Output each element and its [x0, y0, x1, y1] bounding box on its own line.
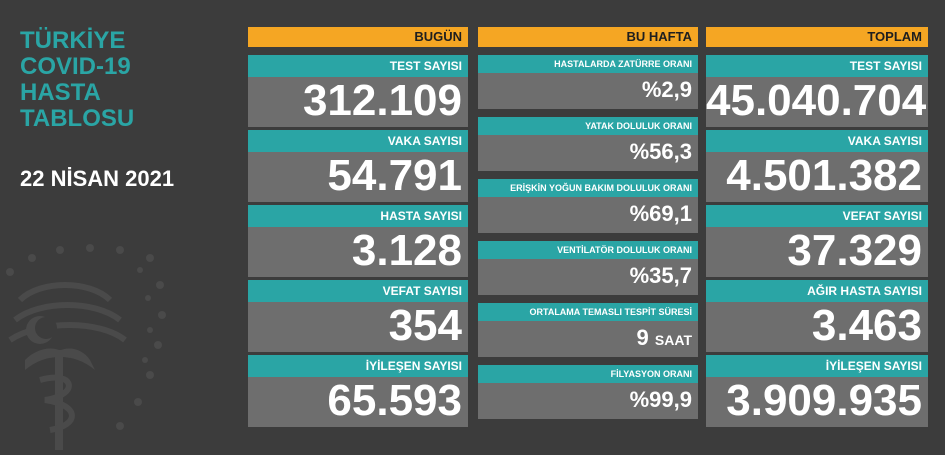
title-line-4: TABLOSU: [20, 105, 135, 132]
today-test-card: TEST SAYISI 312.109: [248, 55, 468, 127]
week-pneumonia-label: HASTALARDA ZATÜRRE ORANI: [478, 55, 698, 73]
total-death-value: 37.329: [787, 226, 922, 275]
week-icu-card: ERİŞKİN YOĞUN BAKIM DOLULUK ORANI %69,1: [478, 179, 698, 233]
week-icu-value: %69,1: [629, 201, 692, 226]
today-death-card: VEFAT SAYISI 354: [248, 280, 468, 352]
week-filiation-card: FİLYASYON ORANI %99,9: [478, 365, 698, 419]
week-ventilator-card: VENTİLATÖR DOLULUK ORANI %35,7: [478, 241, 698, 295]
week-contact-unit: SAAT: [654, 332, 692, 348]
today-patient-label: HASTA SAYISI: [248, 205, 468, 227]
ministry-of-health-emblem-icon: [6, 244, 166, 450]
today-column: BUGÜN TEST SAYISI 312.109 VAKA SAYISI 54…: [248, 27, 468, 427]
title-line-3: HASTA: [20, 79, 101, 106]
today-recovered-label: İYİLEŞEN SAYISI: [248, 355, 468, 377]
week-ventilator-label: VENTİLATÖR DOLULUK ORANI: [478, 241, 698, 259]
today-death-label: VEFAT SAYISI: [248, 280, 468, 302]
today-case-label: VAKA SAYISI: [248, 130, 468, 152]
today-header: BUGÜN: [248, 27, 468, 47]
week-bed-value: %56,3: [629, 139, 692, 164]
total-test-label: TEST SAYISI: [706, 55, 928, 77]
total-recovered-label: İYİLEŞEN SAYISI: [706, 355, 928, 377]
week-ventilator-value: %35,7: [629, 263, 692, 288]
total-critical-card: AĞIR HASTA SAYISI 3.463: [706, 280, 928, 352]
total-recovered-card: İYİLEŞEN SAYISI 3.909.935: [706, 355, 928, 427]
week-column: BU HAFTA HASTALARDA ZATÜRRE ORANI %2,9 Y…: [478, 27, 698, 419]
report-date: 22 NİSAN 2021: [20, 166, 175, 191]
today-patient-value: 3.128: [351, 226, 462, 275]
today-test-value: 312.109: [302, 76, 462, 125]
week-pneumonia-card: HASTALARDA ZATÜRRE ORANI %2,9: [478, 55, 698, 109]
week-bed-card: YATAK DOLULUK ORANI %56,3: [478, 117, 698, 171]
title-line-2: COVID-19: [20, 53, 131, 80]
total-critical-label: AĞIR HASTA SAYISI: [706, 280, 928, 302]
total-recovered-value: 3.909.935: [726, 376, 922, 425]
title-line-1: TÜRKİYE: [20, 27, 126, 54]
today-patient-card: HASTA SAYISI 3.128: [248, 205, 468, 277]
total-test-card: TEST SAYISI 45.040.704: [706, 55, 928, 127]
week-filiation-label: FİLYASYON ORANI: [478, 365, 698, 383]
page-title: TÜRKİYE COVID-19 HASTA TABLOSU: [20, 28, 134, 132]
today-recovered-value: 65.593: [327, 376, 462, 425]
total-test-value: 45.040.704: [706, 76, 927, 125]
total-death-card: VEFAT SAYISI 37.329: [706, 205, 928, 277]
week-header: BU HAFTA: [478, 27, 698, 47]
total-critical-value: 3.463: [811, 301, 922, 350]
week-contact-card: ORTALAMA TEMASLI TESPİT SÜRESİ 9 SAAT: [478, 303, 698, 357]
week-contact-label: ORTALAMA TEMASLI TESPİT SÜRESİ: [478, 303, 698, 321]
today-case-card: VAKA SAYISI 54.791: [248, 130, 468, 202]
today-case-value: 54.791: [327, 151, 462, 200]
total-case-value: 4.501.382: [726, 151, 922, 200]
total-death-label: VEFAT SAYISI: [706, 205, 928, 227]
week-contact-value: 9 SAAT: [478, 321, 698, 357]
week-contact-number: 9: [636, 325, 649, 350]
total-case-label: VAKA SAYISI: [706, 130, 928, 152]
today-test-label: TEST SAYISI: [248, 55, 468, 77]
today-recovered-card: İYİLEŞEN SAYISI 65.593: [248, 355, 468, 427]
today-death-value: 354: [388, 301, 462, 350]
total-case-card: VAKA SAYISI 4.501.382: [706, 130, 928, 202]
week-icu-label: ERİŞKİN YOĞUN BAKIM DOLULUK ORANI: [478, 179, 698, 197]
week-bed-label: YATAK DOLULUK ORANI: [478, 117, 698, 135]
week-filiation-value: %99,9: [629, 387, 692, 412]
total-column: TOPLAM TEST SAYISI 45.040.704 VAKA SAYIS…: [706, 27, 928, 427]
total-header: TOPLAM: [706, 27, 928, 47]
week-pneumonia-value: %2,9: [641, 77, 692, 102]
